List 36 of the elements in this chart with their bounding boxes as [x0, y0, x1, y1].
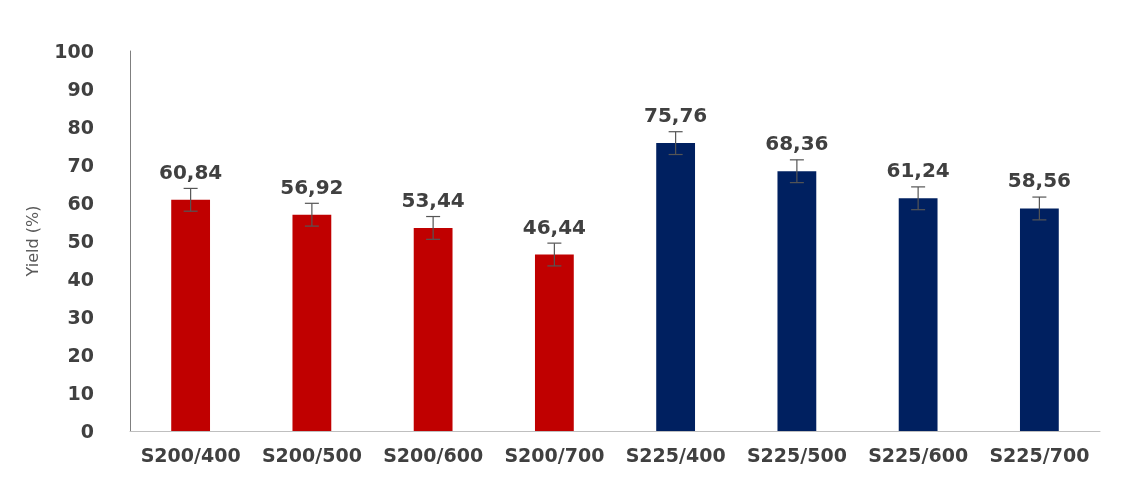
- x-tick-label: S200/400: [140, 443, 241, 466]
- bar: [656, 143, 696, 431]
- data-label: 60,84: [158, 159, 223, 184]
- bar: [1019, 208, 1059, 431]
- bar: [534, 254, 574, 431]
- bar: [171, 199, 211, 431]
- y-tick-label: 0: [80, 420, 94, 442]
- x-tick-label: S225/700: [989, 443, 1090, 466]
- y-tick-label: 30: [67, 306, 94, 328]
- data-label: 75,76: [643, 103, 708, 128]
- x-tick-label: S200/500: [261, 443, 362, 466]
- y-tick-label: 80: [67, 116, 94, 138]
- y-tick-label: 40: [67, 268, 94, 290]
- y-axis-title: Yield (%): [22, 205, 42, 278]
- bar: [777, 171, 817, 431]
- y-tick-label: 10: [67, 382, 94, 404]
- x-tick-label: S225/500: [746, 443, 847, 466]
- y-tick-label: 20: [67, 344, 94, 366]
- data-label: 58,56: [1007, 168, 1072, 193]
- data-label: 53,44: [401, 187, 465, 212]
- y-tick-label: 60: [67, 192, 94, 214]
- data-label: 61,24: [886, 158, 950, 183]
- data-label: 56,92: [280, 174, 344, 199]
- x-tick-label: S200/600: [383, 443, 484, 466]
- y-tick-label: 100: [54, 40, 94, 62]
- y-tick-label: 50: [67, 230, 94, 252]
- bar: [898, 198, 938, 431]
- x-tick-label: S225/600: [868, 443, 969, 466]
- data-label: 68,36: [765, 131, 829, 156]
- x-tick-label: S225/400: [625, 443, 726, 466]
- y-tick-label: 70: [67, 154, 94, 176]
- y-tick-label: 90: [67, 78, 94, 100]
- data-label: 46,44: [522, 214, 587, 239]
- bar: [292, 214, 332, 431]
- x-tick-label: S200/700: [504, 443, 605, 466]
- bar: [413, 227, 453, 431]
